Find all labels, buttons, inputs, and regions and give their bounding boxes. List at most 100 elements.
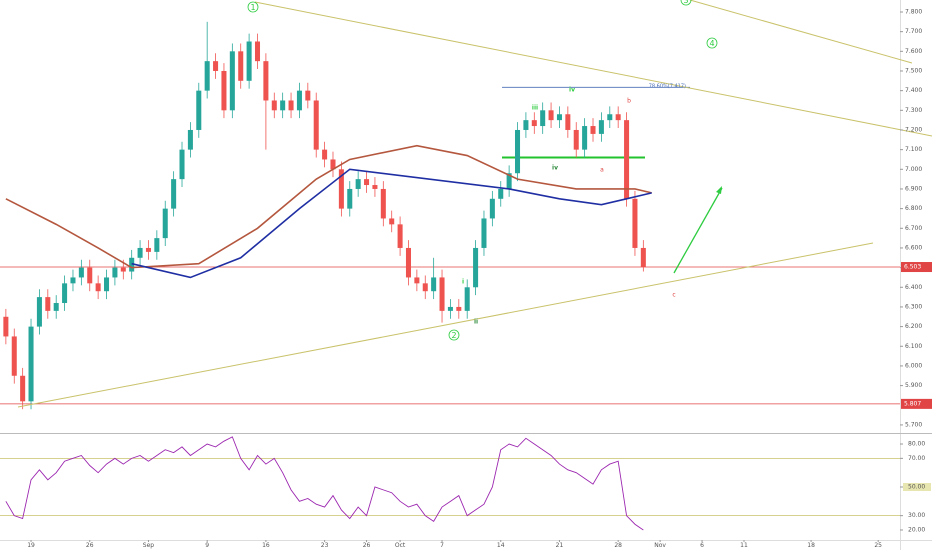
y-tick-label: 7.400 — [905, 87, 922, 94]
x-tick-label: 25 — [874, 542, 882, 549]
x-tick-label: 18 — [807, 542, 815, 549]
y-tick-label: 6.000 — [905, 362, 922, 369]
rsi-tick-label: 30.00 — [908, 512, 925, 519]
candle-body — [481, 218, 487, 248]
candle-body — [36, 297, 42, 327]
candle-body — [288, 100, 294, 111]
wave-label: ii — [474, 319, 478, 326]
x-tick-label: 9 — [205, 542, 209, 549]
y-tick-label: 7.700 — [905, 28, 922, 35]
y-tick-label: 7.100 — [905, 146, 922, 153]
candle-body — [515, 129, 521, 174]
rsi-label-box — [903, 483, 931, 491]
wave-label: b — [627, 98, 631, 105]
x-tick-label: 14 — [497, 542, 505, 549]
x-tick-label: Nov — [654, 542, 666, 549]
candle-body — [87, 267, 93, 284]
x-tick-label: 21 — [556, 542, 564, 549]
y-tick-label: 5.700 — [905, 421, 922, 428]
candle-body — [447, 306, 453, 311]
wave-label: iii — [532, 105, 538, 112]
trend-line — [254, 1, 932, 137]
y-tick-label: 7.200 — [905, 126, 922, 133]
candle-body — [431, 277, 437, 292]
candle-body — [364, 179, 370, 186]
arrow — [673, 187, 723, 274]
candle-body — [624, 120, 630, 199]
candle-body — [590, 126, 596, 134]
moving-average — [5, 144, 652, 269]
x-tick-label: Sep — [143, 542, 155, 549]
candle-body — [607, 114, 613, 121]
candle-body — [489, 198, 495, 219]
rsi-tick-label: 50.00 — [908, 484, 925, 491]
x-tick-label: 28 — [614, 542, 622, 549]
candle-body — [405, 247, 411, 278]
y-tick-label: 7.500 — [905, 67, 922, 74]
candle-body — [473, 247, 479, 288]
trend-line — [689, 0, 913, 64]
x-tick-label: 11 — [740, 542, 748, 549]
candle-body — [28, 326, 34, 402]
candle-body — [62, 283, 68, 304]
candle-body — [389, 218, 395, 225]
candle-body — [355, 179, 361, 189]
x-tick-label: 16 — [262, 542, 270, 549]
candle-body — [221, 70, 227, 111]
candle-body — [296, 90, 302, 111]
arrow-head — [716, 186, 722, 194]
y-tick-label: 7.800 — [905, 8, 922, 15]
wave-label: iv — [569, 87, 575, 94]
rsi-tick-label: 20.00 — [908, 526, 925, 533]
candle-body — [540, 110, 546, 127]
wave-label: 4 — [709, 39, 714, 48]
moving-average — [131, 168, 652, 279]
x-tick-label: 19 — [27, 542, 35, 549]
x-tick-label: 26 — [363, 542, 371, 549]
candle-body — [397, 224, 403, 248]
candle-body — [229, 51, 235, 111]
rsi-line — [5, 436, 644, 531]
candle-body — [498, 188, 504, 199]
candle-body — [53, 303, 59, 311]
candle-body — [162, 208, 168, 239]
candle-body — [263, 61, 269, 101]
y-tick-label: 6.100 — [905, 343, 922, 350]
fib-label: 78.60%(7.417) — [649, 84, 686, 90]
candle-body — [246, 41, 252, 81]
candle-body — [280, 100, 286, 111]
rsi-tick-label: 70.00 — [908, 455, 925, 462]
candle-body — [179, 149, 185, 180]
wave-circle — [706, 37, 718, 49]
candle-body — [439, 277, 445, 311]
wave-circle — [448, 329, 460, 341]
x-tick-label: 7 — [440, 542, 444, 549]
candle-body — [238, 51, 244, 81]
y-tick-label: 6.900 — [905, 185, 922, 192]
wave-label: iv — [552, 165, 558, 172]
candle-body — [615, 114, 621, 121]
candle-body — [632, 198, 638, 248]
candle-body — [582, 126, 588, 150]
x-tick-label: 23 — [321, 542, 329, 549]
y-tick-label: 7.000 — [905, 166, 922, 173]
candle-body — [154, 238, 160, 252]
price-label: 5.807 — [904, 400, 921, 407]
candle-body — [322, 149, 328, 160]
y-tick-label: 7.600 — [905, 48, 922, 55]
candle-body — [313, 100, 319, 150]
candle-body — [3, 316, 9, 337]
candle-body — [506, 173, 512, 189]
candle-body — [305, 90, 311, 101]
x-tick-label: Oct — [395, 542, 406, 549]
candle-body — [137, 247, 143, 258]
candle-body — [414, 277, 420, 284]
candle-body — [271, 100, 277, 111]
candle-body — [556, 114, 562, 121]
candle-body — [145, 247, 151, 252]
x-tick-label: 6 — [700, 542, 704, 549]
candle-body — [254, 41, 261, 62]
y-tick-label: 5.900 — [905, 382, 922, 389]
y-tick-label: 6.700 — [905, 225, 922, 232]
